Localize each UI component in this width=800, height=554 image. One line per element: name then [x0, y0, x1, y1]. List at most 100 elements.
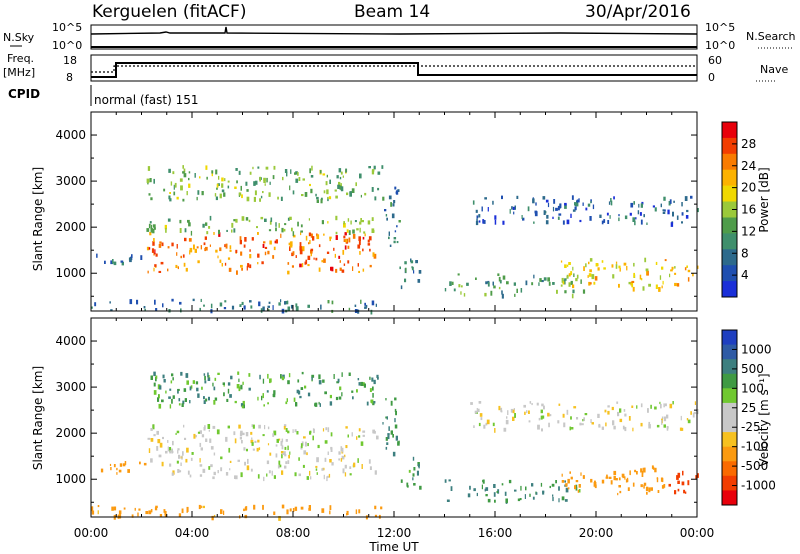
- velocity-cell: [366, 401, 369, 406]
- x-tick-label: 08:00: [276, 526, 311, 540]
- velocity-cell: [306, 476, 309, 480]
- power-cell: [585, 263, 587, 268]
- power-cell: [340, 171, 343, 175]
- power-cell: [494, 215, 497, 220]
- velocity-cell: [294, 506, 298, 511]
- velocity-colorbar-tick-label: -500: [741, 459, 768, 473]
- power-cell: [329, 238, 331, 242]
- velocity-cell: [613, 475, 616, 481]
- velocity-cell: [622, 474, 625, 479]
- velocity-cell: [97, 510, 99, 515]
- velocity-cell: [322, 379, 325, 383]
- velocity-cell: [677, 488, 680, 492]
- power-cell: [183, 262, 186, 267]
- power-cell: [585, 207, 588, 211]
- power-cell: [263, 180, 266, 183]
- velocity-cell: [663, 424, 666, 428]
- power-cell: [231, 222, 234, 228]
- power-cell: [283, 228, 286, 232]
- power-cell: [110, 309, 113, 312]
- power-cell: [146, 246, 150, 251]
- velocity-colorbar-title: Velocity [m s⁻¹]: [757, 373, 771, 466]
- velocity-cell: [542, 415, 545, 419]
- power-cell: [527, 206, 530, 212]
- power-cell: [308, 232, 312, 237]
- power-cell: [261, 261, 264, 265]
- power-cell: [199, 176, 201, 179]
- station-title: Kerguelen (fitACF): [92, 2, 246, 22]
- power-cell: [358, 236, 361, 241]
- power-cell: [184, 237, 187, 242]
- velocity-cell: [200, 505, 202, 509]
- velocity-cell: [659, 401, 661, 405]
- power-cell: [393, 200, 396, 204]
- power-cell: [218, 229, 220, 235]
- velocity-cell: [216, 429, 220, 435]
- velocity-cell: [680, 415, 682, 421]
- velocity-cell: [537, 424, 540, 430]
- velocity-cell: [169, 388, 172, 391]
- velocity-cell: [573, 406, 577, 409]
- velocity-cell: [91, 506, 94, 512]
- velocity-cell: [212, 476, 215, 480]
- x-tick-label: 12:00: [377, 526, 412, 540]
- power-cell: [499, 279, 502, 284]
- power-cell: [589, 282, 592, 285]
- velocity-cell: [680, 427, 684, 431]
- power-cell: [203, 242, 206, 246]
- power-cell: [629, 212, 632, 216]
- power-cell: [333, 247, 335, 251]
- power-cell: [595, 263, 599, 267]
- velocity-cell: [233, 431, 236, 436]
- power-cell: [579, 219, 582, 223]
- power-cell: [513, 282, 516, 286]
- velocity-cell: [118, 469, 122, 473]
- velocity-cell: [234, 438, 237, 444]
- power-cell: [236, 270, 238, 275]
- velocity-cell: [503, 427, 507, 432]
- velocity-cell: [296, 389, 299, 394]
- power-cell: [652, 205, 655, 208]
- velocity-cell: [483, 424, 486, 429]
- velocity-cell: [227, 425, 230, 429]
- velocity-cell: [109, 463, 112, 466]
- power-cell: [235, 218, 238, 223]
- velocity-cell: [473, 425, 475, 428]
- velocity-cell: [240, 430, 243, 435]
- velocity-cell: [611, 406, 614, 411]
- power-cell: [572, 266, 574, 271]
- velocity-cell: [316, 472, 318, 475]
- velocity-cell: [251, 424, 254, 427]
- velocity-cell: [324, 457, 327, 462]
- velocity-cell: [223, 510, 225, 515]
- power-cell: [411, 266, 413, 269]
- x-tick-label: 20:00: [579, 526, 614, 540]
- velocity-cell: [170, 380, 173, 384]
- power-cell: [525, 280, 528, 286]
- power-cell: [153, 252, 155, 256]
- power-cell: [143, 306, 146, 309]
- power-cell: [217, 255, 219, 259]
- velocity-cell: [284, 465, 287, 469]
- power-cell: [249, 249, 251, 252]
- velocity-cell: [613, 470, 617, 475]
- velocity-cell: [624, 426, 627, 432]
- velocity-cell: [476, 408, 478, 413]
- velocity-cell: [561, 473, 563, 477]
- velocity-cell: [654, 406, 657, 410]
- velocity-cell: [542, 491, 545, 495]
- power-cell: [264, 251, 267, 256]
- velocity-cell: [321, 468, 324, 471]
- velocity-cell: [358, 428, 361, 432]
- freq-tick-low: 8: [66, 71, 73, 84]
- velocity-cell: [345, 445, 348, 449]
- velocity-cell: [329, 401, 333, 406]
- power-cell: [338, 168, 342, 173]
- velocity-cell: [267, 402, 269, 405]
- velocity-cell: [569, 426, 571, 431]
- velocity-cell: [283, 451, 286, 455]
- velocity-cell: [525, 486, 527, 491]
- power-cell: [179, 301, 182, 305]
- velocity-cell: [656, 477, 659, 483]
